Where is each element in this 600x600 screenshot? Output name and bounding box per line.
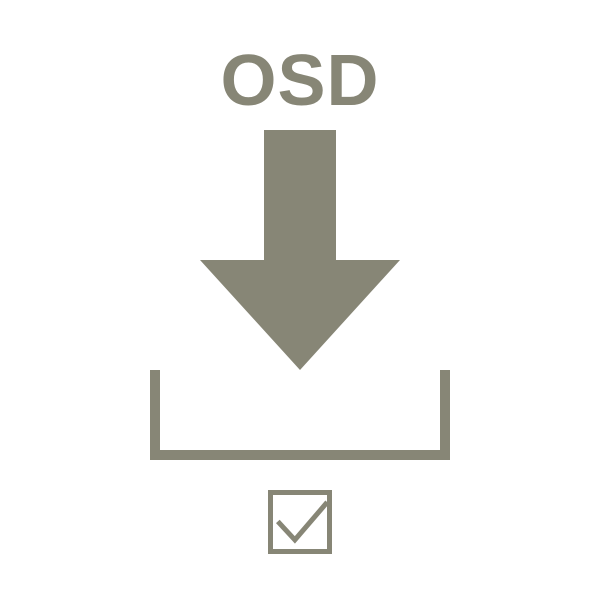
osd-download-graphic: OSD (0, 0, 600, 600)
download-tray-icon (150, 370, 450, 460)
osd-label: OSD (220, 40, 379, 122)
download-arrow-icon (200, 130, 400, 370)
checkbox-checked-icon (268, 490, 332, 554)
